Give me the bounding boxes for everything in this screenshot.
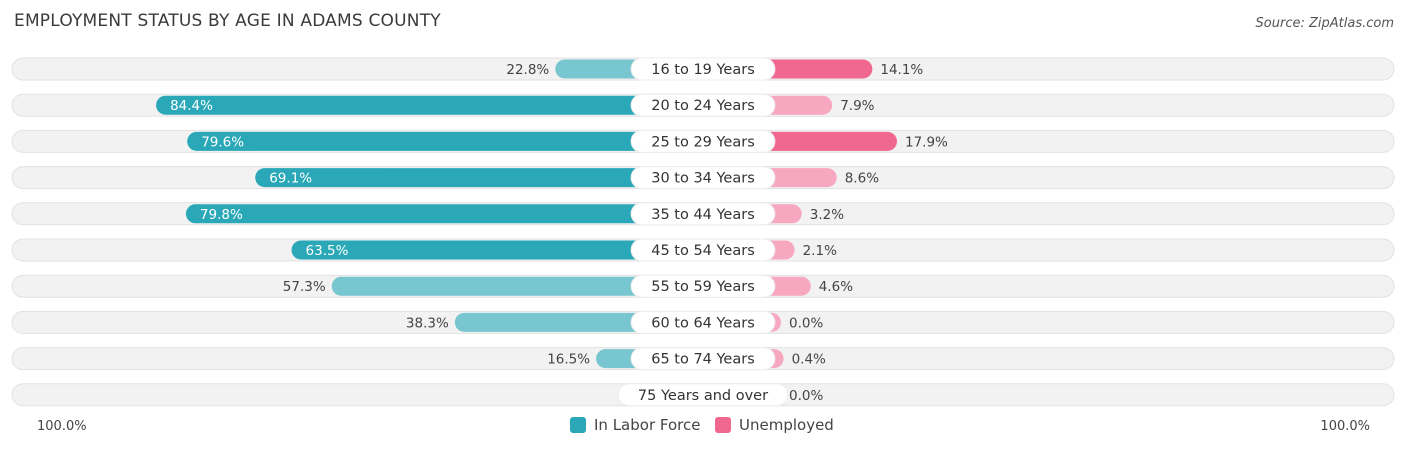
labor-force-bar bbox=[291, 240, 703, 260]
category-label: 16 to 19 Years bbox=[651, 62, 755, 78]
labor-force-bar bbox=[331, 276, 703, 296]
unemployed-value-label: 0.0% bbox=[789, 315, 823, 331]
category-pill bbox=[630, 274, 776, 298]
labor-force-value-label: 57.3% bbox=[283, 279, 326, 295]
unemployed-value-label: 2.1% bbox=[803, 243, 837, 259]
category-label: 45 to 54 Years bbox=[651, 243, 755, 259]
unemployed-value-label: 0.0% bbox=[789, 388, 823, 404]
unemployed-value-label: 14.1% bbox=[880, 62, 923, 78]
labor-force-value-label: 69.1% bbox=[269, 171, 312, 187]
labor-force-bar bbox=[187, 131, 703, 151]
legend-label-labor: In Labor Force bbox=[594, 416, 701, 434]
labor-force-value-label: 38.3% bbox=[406, 315, 449, 331]
unemployed-value-label: 17.9% bbox=[905, 134, 948, 150]
category-pill bbox=[617, 383, 789, 407]
category-label: 75 Years and over bbox=[638, 388, 768, 404]
category-label: 35 to 44 Years bbox=[651, 207, 755, 223]
labor-force-bar bbox=[185, 204, 703, 224]
category-label: 25 to 29 Years bbox=[651, 134, 755, 150]
category-pill bbox=[630, 238, 776, 262]
source-label: Source: ZipAtlas.com bbox=[1255, 16, 1394, 31]
unemployed-value-label: 3.2% bbox=[810, 207, 844, 223]
legend-item-unemployed: Unemployed bbox=[715, 416, 834, 434]
category-label: 60 to 64 Years bbox=[651, 315, 755, 331]
legend-label-unemployed: Unemployed bbox=[739, 416, 834, 434]
category-pill bbox=[630, 166, 776, 190]
axis-left-label: 100.0% bbox=[37, 419, 87, 434]
category-label: 65 to 74 Years bbox=[651, 352, 755, 368]
axis-right-label: 100.0% bbox=[1320, 419, 1370, 434]
unemployed-value-label: 0.4% bbox=[792, 352, 826, 368]
category-pill bbox=[630, 93, 776, 117]
unemployed-value-label: 7.9% bbox=[840, 98, 874, 114]
legend-swatch-labor bbox=[570, 417, 586, 433]
unemployed-value-label: 8.6% bbox=[845, 171, 879, 187]
labor-force-bar bbox=[255, 168, 703, 188]
labor-force-value-label: 63.5% bbox=[306, 243, 349, 259]
legend-swatch-unemployed bbox=[715, 417, 731, 433]
category-pill bbox=[630, 129, 776, 153]
unemployed-value-label: 4.6% bbox=[819, 279, 853, 295]
category-label: 55 to 59 Years bbox=[651, 279, 755, 295]
legend: In Labor Force Unemployed bbox=[0, 416, 1406, 436]
category-label: 20 to 24 Years bbox=[651, 98, 755, 114]
chart-title: EMPLOYMENT STATUS BY AGE IN ADAMS COUNTY bbox=[14, 11, 441, 31]
category-label: 30 to 34 Years bbox=[651, 171, 755, 187]
category-pill bbox=[630, 202, 776, 226]
labor-force-value-label: 79.8% bbox=[200, 207, 243, 223]
category-pill bbox=[630, 57, 776, 81]
labor-force-bar bbox=[156, 95, 703, 115]
labor-force-value-label: 16.5% bbox=[547, 352, 590, 368]
legend-item-labor: In Labor Force bbox=[570, 416, 700, 434]
labor-force-value-label: 79.6% bbox=[201, 134, 244, 150]
category-pill bbox=[630, 347, 776, 371]
labor-force-value-label: 22.8% bbox=[506, 62, 549, 78]
category-pill bbox=[630, 310, 776, 334]
labor-force-value-label: 84.4% bbox=[170, 98, 213, 114]
